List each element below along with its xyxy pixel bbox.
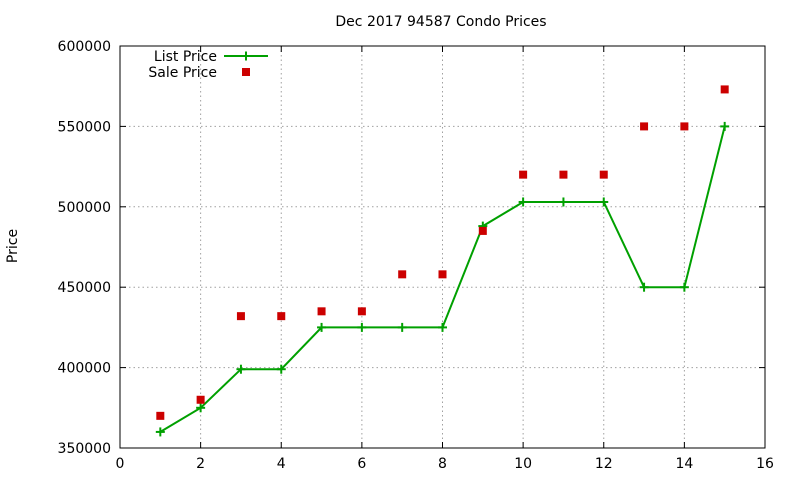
sale-price-point bbox=[277, 312, 286, 321]
x-tick-label: 10 bbox=[514, 456, 532, 472]
y-tick-label: 400000 bbox=[58, 361, 111, 377]
list-price-point bbox=[236, 364, 246, 374]
y-tick-label: 350000 bbox=[58, 441, 111, 457]
y-axis-label: Price bbox=[5, 229, 21, 263]
legend-label-sale-price: Sale Price bbox=[148, 65, 217, 81]
x-tick-label: 14 bbox=[675, 456, 693, 472]
sale-price-point bbox=[236, 312, 245, 321]
sale-price-point bbox=[357, 307, 366, 316]
legend-sample-sale-price-marker bbox=[242, 68, 250, 76]
sale-price-point bbox=[559, 170, 568, 179]
list-price-point bbox=[317, 322, 327, 332]
sale-price-point bbox=[438, 270, 447, 279]
sale-price-point bbox=[720, 85, 729, 94]
sale-price-point bbox=[519, 170, 528, 179]
axis-ticks: 350000 400000 450000 500000 550000 600000 0 2 4 6… bbox=[58, 39, 774, 472]
legend-label-list-price: List Price bbox=[154, 49, 217, 65]
sale-price-point bbox=[680, 122, 689, 131]
x-tick-label: 6 bbox=[357, 456, 366, 472]
series-layer bbox=[155, 85, 730, 437]
grid bbox=[120, 46, 765, 448]
sale-price-point bbox=[599, 170, 608, 179]
list-price-point bbox=[276, 364, 286, 374]
sale-price-point bbox=[317, 307, 326, 316]
sale-price-point bbox=[156, 411, 165, 420]
chart-title: Dec 2017 94587 Condo Prices bbox=[335, 14, 546, 30]
y-tick-label: 500000 bbox=[58, 200, 111, 216]
x-tick-label: 8 bbox=[438, 456, 447, 472]
sale-price-point bbox=[398, 270, 407, 279]
x-tick-label: 16 bbox=[756, 456, 774, 472]
list-price-point bbox=[679, 282, 689, 292]
x-tick-label: 12 bbox=[595, 456, 613, 472]
list-price-point bbox=[639, 282, 649, 292]
x-tick-label: 4 bbox=[277, 456, 286, 472]
y-tick-label: 450000 bbox=[58, 280, 111, 296]
list-price-point bbox=[518, 197, 528, 207]
list-price-point bbox=[720, 121, 730, 131]
list-price-point bbox=[357, 322, 367, 332]
plot-frame bbox=[119, 45, 766, 449]
sale-price-point bbox=[640, 122, 649, 131]
x-tick-label: 0 bbox=[116, 456, 125, 472]
list-price-point bbox=[196, 403, 206, 413]
y-tick-label: 550000 bbox=[58, 119, 111, 135]
sale-price-point bbox=[478, 226, 487, 235]
list-price-point bbox=[397, 322, 407, 332]
list-price-point bbox=[599, 197, 609, 207]
list-price-point bbox=[558, 197, 568, 207]
y-tick-label: 600000 bbox=[58, 39, 111, 55]
list-price-point bbox=[155, 427, 165, 437]
x-tick-label: 2 bbox=[196, 456, 205, 472]
legend-sample-list-price-marker bbox=[241, 51, 251, 61]
sale-price-point bbox=[196, 395, 205, 404]
list-price-point bbox=[438, 322, 447, 332]
